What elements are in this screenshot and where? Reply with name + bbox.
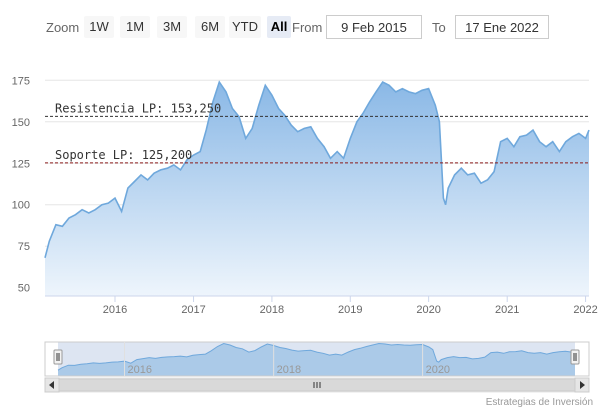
y-tick-label-75: 75: [18, 241, 30, 253]
annotation-label-0: Resistencia LP: 153,250: [55, 101, 221, 115]
x-tick-label-2019: 2019: [338, 304, 362, 316]
scroll-left-arrow-icon: [49, 381, 54, 389]
range-button-all[interactable]: All: [267, 16, 291, 38]
range-button-ytd[interactable]: YTD: [229, 16, 261, 38]
navigator-selection: [58, 342, 575, 376]
x-tick-label-2021: 2021: [495, 304, 519, 316]
annotation-label-1: Soporte LP: 125,200: [55, 148, 192, 162]
y-tick-label-50: 50: [18, 283, 30, 295]
navigator-line: [57, 342, 576, 371]
from-date-input[interactable]: 9 Feb 2015: [326, 15, 422, 39]
navigator[interactable]: 2016 2018 2020: [44, 341, 590, 377]
scroll-right-arrow-icon: [580, 381, 585, 389]
y-tick-label-150: 150: [12, 117, 30, 129]
y-axis: 50 75 100 125 150 175: [12, 75, 30, 294]
level-annotations: Resistencia LP: 153,250 Soporte LP: 125,2…: [45, 101, 589, 164]
to-label: To: [432, 20, 446, 35]
scrollbar[interactable]: [44, 377, 590, 393]
range-button-6m[interactable]: 6M: [195, 16, 225, 38]
range-button-1m[interactable]: 1M: [120, 16, 150, 38]
navigator-outline: [44, 341, 590, 377]
x-tick-label-2018: 2018: [260, 304, 284, 316]
from-label: From: [292, 20, 323, 35]
y-tick-label-125: 125: [12, 158, 30, 170]
zoom-label: Zoom: [46, 20, 80, 35]
navigator-tick-label-2020: 2020: [426, 364, 450, 376]
navigator-handle-right: [570, 349, 580, 365]
range-button-1w[interactable]: 1W: [84, 16, 114, 38]
navigator-tick-label-2018: 2018: [277, 364, 301, 376]
navigator-handle-left: [53, 349, 63, 365]
range-selector-toolbar: Zoom 1W 1M 3M 6M YTD All From 9 Feb 2015…: [0, 0, 607, 52]
navigator-area: [58, 343, 575, 376]
x-tick-label-2017: 2017: [181, 304, 205, 316]
x-tick-label-2016: 2016: [103, 304, 127, 316]
to-date-input[interactable]: 17 Ene 2022: [455, 15, 549, 39]
y-tick-label-100: 100: [12, 200, 30, 212]
x-tick-label-2022: 2022: [573, 304, 597, 316]
range-button-3m[interactable]: 3M: [157, 16, 187, 38]
x-tick-label-2020: 2020: [416, 304, 440, 316]
price-line: [44, 80, 590, 259]
y-tick-label-175: 175: [12, 75, 30, 87]
x-axis: 2016 2017 2018 2019 2020 2021 2022: [45, 295, 598, 316]
navigator-tick-label-2016: 2016: [128, 364, 152, 376]
price-area: [45, 82, 589, 296]
credits-text: Estrategias de Inversión: [485, 397, 593, 408]
